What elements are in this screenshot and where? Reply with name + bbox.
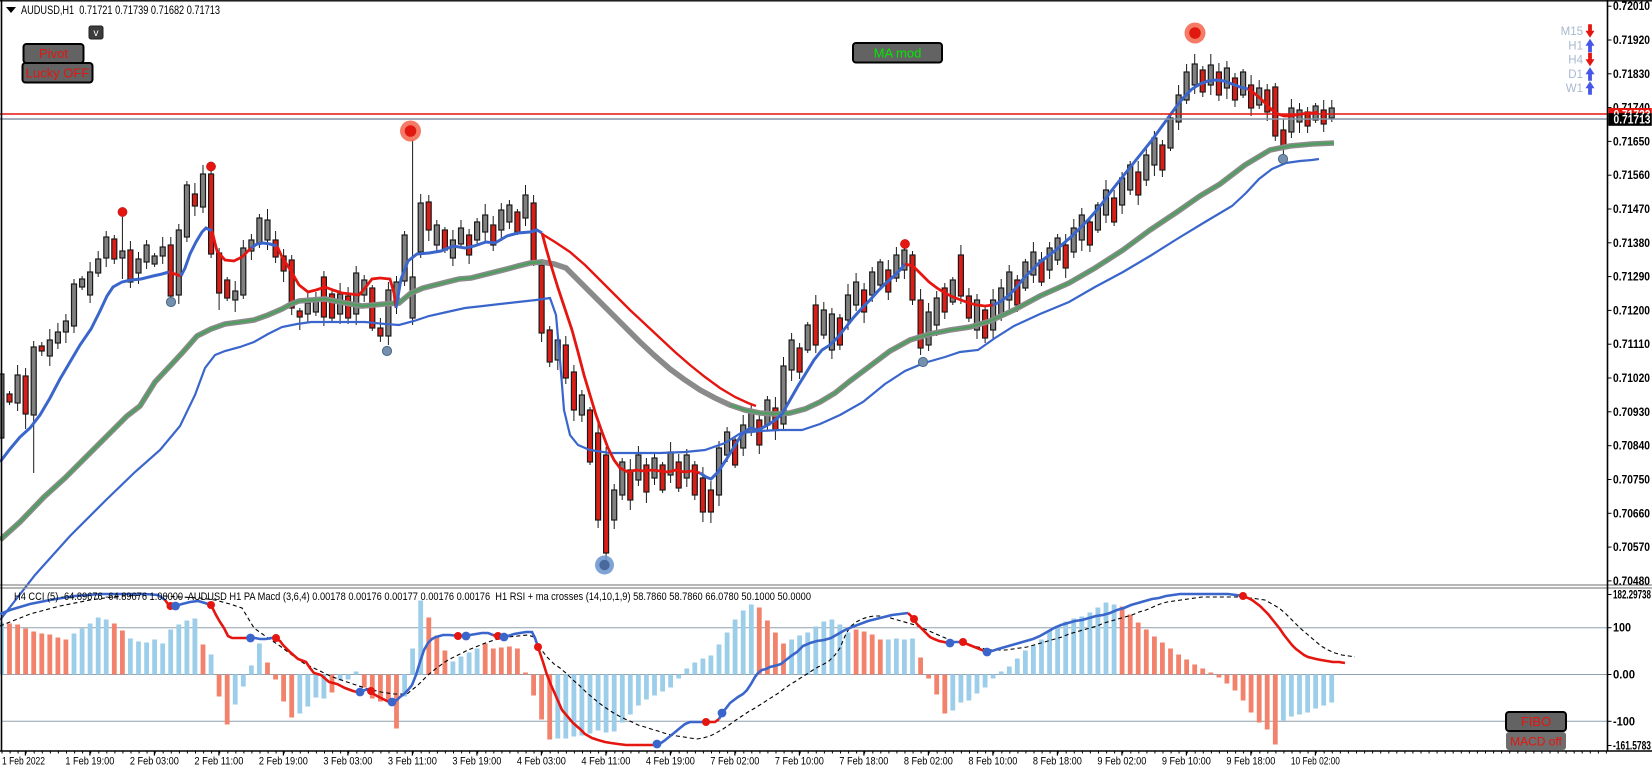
svg-text:9 Feb 18:00: 9 Feb 18:00 bbox=[1226, 756, 1275, 768]
svg-text:100: 100 bbox=[1613, 623, 1631, 635]
svg-text:AUDUSD,H1 0.71721 0.71739 0.7: AUDUSD,H1 0.71721 0.71739 0.71682 0.7171… bbox=[21, 3, 220, 17]
svg-text:4 Feb 11:00: 4 Feb 11:00 bbox=[581, 756, 630, 768]
svg-text:MACD off: MACD off bbox=[1510, 734, 1562, 748]
svg-text:7 Feb 18:00: 7 Feb 18:00 bbox=[839, 756, 888, 768]
svg-text:7 Feb 02:00: 7 Feb 02:00 bbox=[710, 756, 759, 768]
svg-text:0.71713: 0.71713 bbox=[1614, 114, 1651, 126]
svg-text:8 Feb 18:00: 8 Feb 18:00 bbox=[1033, 756, 1082, 768]
svg-text:0.71830: 0.71830 bbox=[1613, 69, 1650, 81]
svg-text:2 Feb 19:00: 2 Feb 19:00 bbox=[259, 756, 308, 768]
svg-text:H4: H4 bbox=[1568, 55, 1583, 67]
svg-text:0.71110: 0.71110 bbox=[1613, 339, 1650, 351]
svg-text:0.71650: 0.71650 bbox=[1613, 136, 1650, 148]
svg-text:0.70750: 0.70750 bbox=[1613, 475, 1650, 487]
svg-text:1 Feb 19:00: 1 Feb 19:00 bbox=[65, 756, 114, 768]
svg-text:0.70570: 0.70570 bbox=[1613, 542, 1650, 554]
svg-text:0.70480: 0.70480 bbox=[1613, 576, 1650, 588]
svg-text:W1: W1 bbox=[1566, 83, 1583, 95]
svg-text:0.00: 0.00 bbox=[1613, 670, 1635, 682]
svg-text:0.72010: 0.72010 bbox=[1613, 1, 1650, 13]
svg-text:0.71020: 0.71020 bbox=[1613, 373, 1650, 385]
svg-text:3 Feb 11:00: 3 Feb 11:00 bbox=[388, 756, 437, 768]
svg-text:M15: M15 bbox=[1561, 26, 1583, 38]
svg-text:-161.5783: -161.5783 bbox=[1613, 741, 1651, 753]
svg-text:0.70930: 0.70930 bbox=[1613, 407, 1650, 419]
svg-text:0.71470: 0.71470 bbox=[1613, 204, 1650, 216]
svg-text:FIBO: FIBO bbox=[1521, 714, 1551, 729]
svg-text:9 Feb 10:00: 9 Feb 10:00 bbox=[1162, 756, 1211, 768]
svg-text:7 Feb 10:00: 7 Feb 10:00 bbox=[775, 756, 824, 768]
svg-text:8 Feb 02:00: 8 Feb 02:00 bbox=[904, 756, 953, 768]
svg-text:3 Feb 03:00: 3 Feb 03:00 bbox=[323, 756, 372, 768]
svg-text:0.71380: 0.71380 bbox=[1613, 238, 1650, 250]
svg-text:0.71723: 0.71723 bbox=[1614, 110, 1651, 122]
svg-text:3 Feb 19:00: 3 Feb 19:00 bbox=[452, 756, 501, 768]
svg-text:2 Feb 11:00: 2 Feb 11:00 bbox=[194, 756, 243, 768]
svg-text:Lucky OFF: Lucky OFF bbox=[26, 65, 90, 80]
svg-text:1 Feb 2022: 1 Feb 2022 bbox=[2, 756, 45, 768]
svg-text:10 Feb 02:00: 10 Feb 02:00 bbox=[1291, 756, 1340, 768]
svg-text:0.71920: 0.71920 bbox=[1613, 35, 1650, 47]
svg-text:Pivot: Pivot bbox=[39, 46, 68, 61]
svg-text:0.71200: 0.71200 bbox=[1613, 305, 1650, 317]
svg-text:H1: H1 bbox=[1568, 41, 1583, 53]
svg-text:2 Feb 03:00: 2 Feb 03:00 bbox=[130, 756, 179, 768]
svg-text:4 Feb 19:00: 4 Feb 19:00 bbox=[646, 756, 695, 768]
svg-text:4 Feb 03:00: 4 Feb 03:00 bbox=[517, 756, 566, 768]
svg-text:0.70840: 0.70840 bbox=[1613, 441, 1650, 453]
svg-text:-100: -100 bbox=[1613, 716, 1635, 728]
svg-text:9 Feb 02:00: 9 Feb 02:00 bbox=[1097, 756, 1146, 768]
svg-text:MA mod: MA mod bbox=[874, 45, 922, 60]
svg-text:8 Feb 10:00: 8 Feb 10:00 bbox=[968, 756, 1017, 768]
svg-text:v: v bbox=[94, 28, 99, 39]
svg-text:D1: D1 bbox=[1568, 69, 1583, 81]
svg-text:0.71560: 0.71560 bbox=[1613, 170, 1650, 182]
svg-text:182.29738: 182.29738 bbox=[1613, 590, 1651, 602]
svg-text:0.70660: 0.70660 bbox=[1613, 508, 1650, 520]
svg-text:0.71290: 0.71290 bbox=[1613, 272, 1650, 284]
svg-text:H4 CCI (5) -64.89676 -64.89676: H4 CCI (5) -64.89676 -64.89676 1.00000 A… bbox=[14, 591, 811, 603]
